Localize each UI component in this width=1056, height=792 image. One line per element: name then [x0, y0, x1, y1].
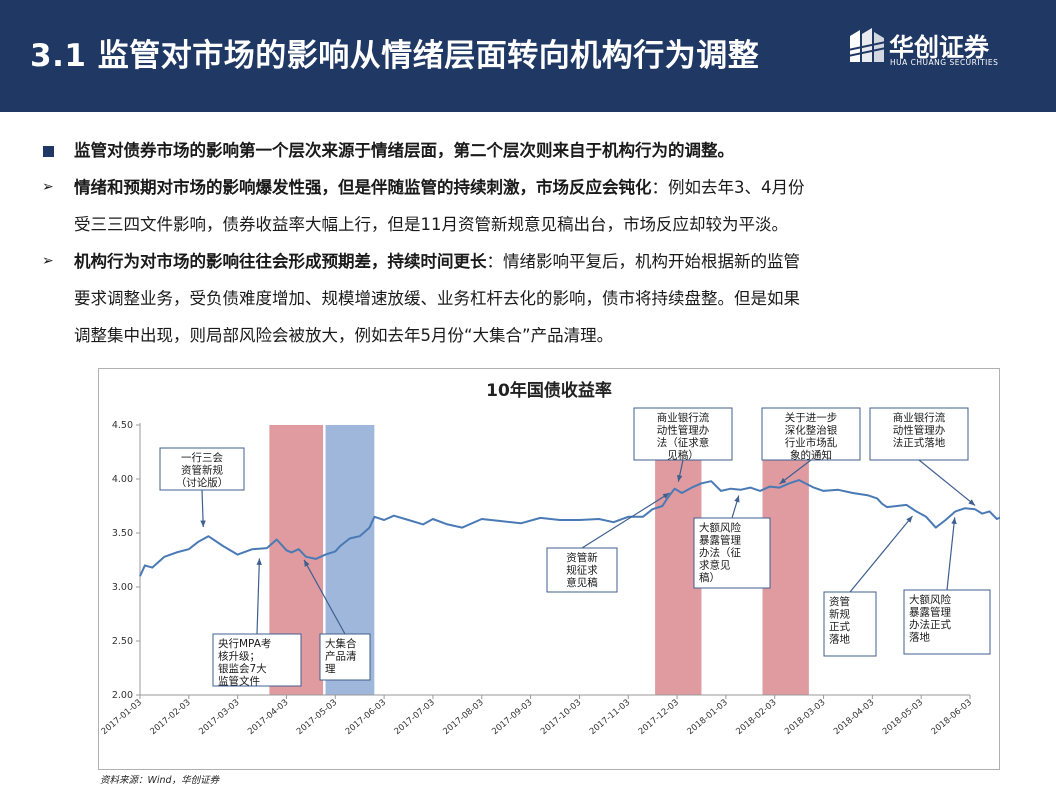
company-logo: 华创证券 HUA CHUANG SECURITIES — [847, 28, 1028, 68]
annotation-box — [212, 633, 302, 687]
arrow-head-icon — [304, 559, 310, 567]
y-tick-label: 4.00 — [112, 474, 133, 485]
annotation-text: 动性管理办 — [657, 424, 710, 437]
annotation-text: 象的通知 — [790, 449, 832, 462]
annotation-text: 央行MPA考 — [218, 637, 271, 650]
arrow-bullet-icon: ➢ — [42, 179, 54, 195]
annotation-box — [761, 407, 861, 461]
annotation-text: 法（征求意 — [657, 436, 710, 449]
arrow-head-icon — [256, 558, 262, 565]
annotation-text: 理 — [325, 663, 336, 675]
square-bullet-icon — [43, 146, 54, 157]
bullet-text-line: 调整集中出现，则局部风险会被放大，例如去年5月份“大集合”产品清理。 — [74, 326, 614, 345]
arrow-head-icon — [200, 520, 206, 528]
annotation-text: 办法正式 — [909, 618, 951, 631]
chart-annotations: 一行三会资管新规（讨论版）央行MPA考核升级；银监会7大监管文件大集合产品清理资… — [159, 407, 991, 688]
bullet-text-line: 受三三四文件影响，债券收益率大幅上行，但是11月资管新规意见稿出台，市场反应却较… — [74, 215, 788, 234]
annotation-text: 意见稿 — [566, 576, 598, 589]
y-tick-label: 2.50 — [112, 636, 133, 647]
bullet-item: 监管对债券市场的影响第一个层次来源于情绪层面，第二个层次则来自于机构行为的调整。 — [40, 132, 1030, 169]
annotation-text: 核升级； — [218, 650, 260, 663]
annotation-text: 银监会7大 — [218, 662, 267, 675]
annotation-text: 稿） — [699, 571, 720, 584]
y-tick-label: 2.00 — [112, 690, 133, 701]
arrow-head-icon — [677, 474, 683, 482]
y-tick-label: 3.50 — [112, 528, 133, 539]
annotation-box — [633, 407, 733, 461]
chart-title: 10年国债收益率 — [486, 380, 612, 401]
bullet-bold-text: 情绪和预期对市场的影响爆发性强，但是伴随监管的持续刺激，市场反应会钝化 — [74, 178, 652, 197]
annotation-box — [693, 517, 771, 589]
annotation-text: 大额风险 — [699, 521, 741, 534]
annotation-arrow — [581, 492, 670, 549]
annotation-text: 求意见 — [699, 559, 731, 572]
annotation-arrow — [849, 515, 913, 593]
annotation-text: 大额风险 — [909, 593, 951, 606]
bullet-list: 监管对债券市场的影响第一个层次来源于情绪层面，第二个层次则来自于机构行为的调整。… — [40, 132, 1030, 354]
series-line — [139, 479, 1000, 577]
annotation-box — [546, 547, 618, 593]
arrow-head-icon — [662, 492, 670, 499]
annotation-box — [319, 633, 371, 681]
annotation-arrow — [256, 558, 261, 635]
annotation-text: 商业银行流 — [893, 411, 946, 424]
annotation-text: 办法（征 — [699, 546, 741, 559]
annotation-text: 正式 — [829, 620, 850, 633]
y-tick-label: 3.00 — [112, 582, 133, 593]
annotation-text: （讨论版） — [176, 476, 229, 489]
header-bar: 3.1 监管对市场的影响从情绪层面转向机构行为调整 华创证券 HUA CHUAN… — [0, 0, 1056, 112]
annotation-text: 行业市场乱 — [785, 436, 838, 449]
annotation-text: 深化整治银 — [785, 424, 838, 437]
arrow-head-icon — [951, 517, 957, 525]
annotation-box — [159, 447, 245, 491]
annotation-text: 暴露管理 — [699, 534, 741, 547]
annotation-arrow — [918, 459, 976, 506]
arrow-head-icon — [779, 477, 787, 485]
page-title: 3.1 监管对市场的影响从情绪层面转向机构行为调整 — [30, 38, 760, 74]
annotation-text: 大集合 — [325, 637, 357, 650]
logo-mark-icon — [847, 28, 887, 62]
annotation-box — [869, 407, 969, 461]
bullet-text: 监管对债券市场的影响第一个层次来源于情绪层面，第二个层次则来自于机构行为的调整。 — [74, 141, 734, 160]
arrow-head-icon — [906, 516, 913, 523]
annotation-text: 关于进一步 — [785, 411, 838, 424]
annotation-text: 商业银行流 — [657, 411, 710, 424]
annotation-text: 一行三会 — [181, 451, 223, 464]
annotation-text: 产品清 — [325, 650, 357, 663]
arrow-head-icon — [968, 499, 976, 506]
annotation-arrow — [946, 517, 956, 591]
annotation-text: 规征求 — [566, 564, 598, 577]
yield-chart: 10年国债收益率 2.002.503.003.504.004.502017-01… — [98, 368, 1000, 770]
annotation-text: 动性管理办 — [893, 424, 946, 437]
arrow-head-icon — [734, 495, 740, 503]
annotation-box — [903, 589, 991, 655]
source-note: 资料来源：Wind，华创证券 — [100, 775, 220, 786]
annotation-text: 新规 — [829, 608, 850, 621]
annotation-text: 暴露管理 — [909, 606, 951, 619]
bullet-text: ：例如去年3、4月份 — [651, 178, 805, 197]
annotation-text: 法正式落地 — [893, 436, 946, 449]
logo-text: 华创证券 — [889, 33, 990, 62]
annotation-text: 资管新 — [566, 551, 598, 564]
annotation-arrow — [303, 559, 346, 635]
bullet-text-line: 要求调整业务，受负债难度增加、规模增速放缓、业务杠杆去化的影响，债市将持续盘整。… — [74, 289, 800, 308]
bullet-item: ➢ 机构行为对市场的影响往往会形成预期差，持续时间更长：情绪影响平复后，机构开始… — [40, 243, 1030, 354]
bullet-text: ：情绪影响平复后，机构开始根据新的监管 — [486, 252, 801, 271]
annotation-text: 见稿） — [667, 449, 699, 462]
yield-line — [139, 479, 1000, 577]
annotation-text: 监管文件 — [218, 675, 260, 688]
logo-subtitle: HUA CHUANG SECURITIES — [890, 58, 999, 67]
annotation-text: 资管新规 — [181, 464, 223, 477]
arrow-bullet-icon: ➢ — [42, 253, 54, 269]
annotation-box — [823, 591, 877, 657]
bullet-bold-text: 机构行为对市场的影响往往会形成预期差，持续时间更长 — [74, 252, 487, 271]
annotation-text: 落地 — [829, 633, 850, 646]
bullet-item: ➢ 情绪和预期对市场的影响爆发性强，但是伴随监管的持续刺激，市场反应会钝化：例如… — [40, 169, 1030, 243]
annotation-arrow — [779, 459, 812, 485]
y-tick-label: 4.50 — [112, 420, 133, 431]
annotation-text: 资管 — [829, 595, 850, 608]
annotation-text: 落地 — [909, 631, 930, 644]
